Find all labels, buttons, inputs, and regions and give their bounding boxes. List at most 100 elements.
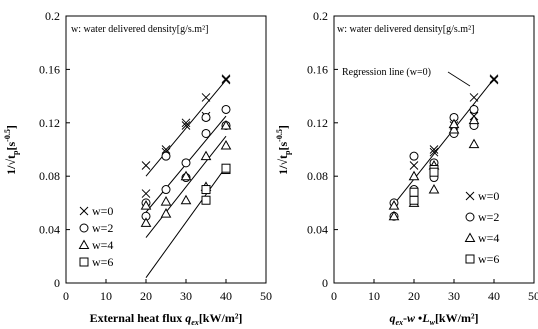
left-legend-w2: w=2 [92,221,113,235]
right-point-w=0 [409,161,419,170]
right-xtick-label: 20 [408,289,420,303]
left-point-w=6 [201,185,211,195]
regression-annotation: Regression line (w=0) [342,67,431,78]
right-ytick-label: 0.16 [307,62,328,76]
left-y-ticks: 0 0.04 0.08 0.12 0.16 0.2 [39,9,70,290]
right-point-w=4 [448,123,460,134]
right-ytick-label: 0.04 [307,223,328,237]
right-ytick-label: 0.08 [307,169,328,183]
regression-line [393,78,495,205]
left-point-w=6 [201,195,211,205]
right-ytick-label: 0.2 [313,9,328,23]
right-point-w=6 [429,167,439,177]
left-fit-line-w=4 [145,135,227,238]
left-data-points [140,74,232,227]
left-point-w=4 [220,119,232,130]
left-x-ticks: 0 10 20 30 40 50 [63,279,272,303]
right-xtick-label: 50 [528,289,538,303]
left-point-w=4 [220,139,232,150]
right-xtick-label: 40 [488,289,500,303]
right-point-w=0 [429,147,439,157]
right-data-points [388,74,499,221]
right-point-w=4 [428,184,440,194]
right-legend-w2: w=2 [478,210,499,224]
right-x-axis-label: qex-w •Lw[kW/m²] [389,311,478,327]
right-y-axis-label: 1/√tp[s-0.5] [275,125,292,175]
left-point-w=0 [141,189,151,198]
right-point-w=6 [409,187,419,197]
left-point-w=0 [181,121,191,130]
left-point-w=2 [161,151,171,161]
right-legend-w4: w=4 [478,231,499,245]
left-xtick-label: 20 [140,289,152,303]
left-ytick-label: 0.16 [39,62,60,76]
right-ytick-label: 0.12 [307,116,328,130]
right-point-w=4 [388,200,400,210]
left-point-w=2 [201,128,211,138]
right-point-w=2 [409,151,419,161]
right-legend: w=0 w=2 w=4 w=6 [464,189,499,266]
right-xtick-label: 30 [448,289,460,303]
left-legend-w0: w=0 [92,204,113,218]
left-legend-marker-w=4 [78,239,90,249]
right-point-w=6 [409,195,419,205]
left-x-axis-label: External heat flux qex[kW/m²] [90,311,243,327]
left-point-w=2 [201,112,211,122]
left-point-w=0 [221,74,231,84]
left-point-w=4 [140,200,152,210]
left-point-w=0 [141,161,151,170]
left-point-w=0 [161,145,171,154]
left-xtick-label: 50 [260,289,272,303]
right-point-w=4 [468,138,480,149]
right-xtick-label: 10 [368,289,380,303]
left-xtick-label: 40 [220,289,232,303]
left-xtick-label: 10 [100,289,112,303]
right-ytick-label: 0 [322,276,328,290]
left-xtick-label: 0 [63,289,69,303]
left-y-axis-label: 1/√tp[s-0.5] [3,125,20,175]
right-y-ticks: 0 0.04 0.08 0.12 0.16 0.2 [307,9,338,290]
left-legend-w4: w=4 [92,238,113,252]
left-legend-marker-w=0 [79,206,89,216]
left-point-w=4 [200,150,212,161]
left-point-w=2 [181,158,191,168]
right-legend-w6: w=6 [478,252,499,266]
right-note: w: water delivered density[g/s.m²] [337,24,474,35]
right-point-w=4 [408,170,420,181]
left-legend-marker-w=6 [79,257,89,267]
left-ytick-label: 0.04 [39,223,60,237]
right-legend-w0: w=0 [478,189,499,203]
left-legend: w=0 w=2 w=4 w=6 [78,204,113,269]
right-regression-line [393,78,495,205]
left-fit-line-w=6 [145,166,227,278]
left-ytick-label: 0 [54,276,60,290]
left-point-w=4 [160,196,172,206]
right-point-w=0 [489,74,499,84]
right-point-w=4 [388,210,400,221]
left-point-w=2 [221,104,231,114]
left-point-w=0 [221,75,231,85]
left-xtick-label: 30 [180,289,192,303]
right-legend-marker-w=6 [465,254,475,264]
left-ytick-label: 0.12 [39,116,60,130]
right-xtick-label: 0 [331,289,337,303]
left-point-w=4 [180,194,192,205]
right-panel: w: water delivered density[g/s.m²] 0 0.04… [275,9,538,327]
left-point-w=6 [221,163,231,173]
left-point-w=4 [160,208,172,218]
left-fit-line-w=0 [145,79,227,177]
right-point-w=2 [469,104,479,114]
right-point-w=4 [468,114,480,125]
right-x-ticks: 0 10 20 30 40 50 [331,279,538,303]
left-point-w=2 [161,185,171,195]
right-point-w=0 [469,93,479,102]
right-legend-marker-w=4 [464,232,476,242]
left-ytick-label: 0.2 [45,9,60,23]
left-panel: w: water delivered density[g/s.m²] 0 0.04… [3,9,272,327]
left-legend-w6: w=6 [92,255,113,269]
left-point-w=4 [180,170,192,181]
left-legend-marker-w=2 [79,223,89,233]
right-legend-marker-w=2 [465,212,475,222]
left-note: w: water delivered density[g/s.m²] [71,24,208,35]
